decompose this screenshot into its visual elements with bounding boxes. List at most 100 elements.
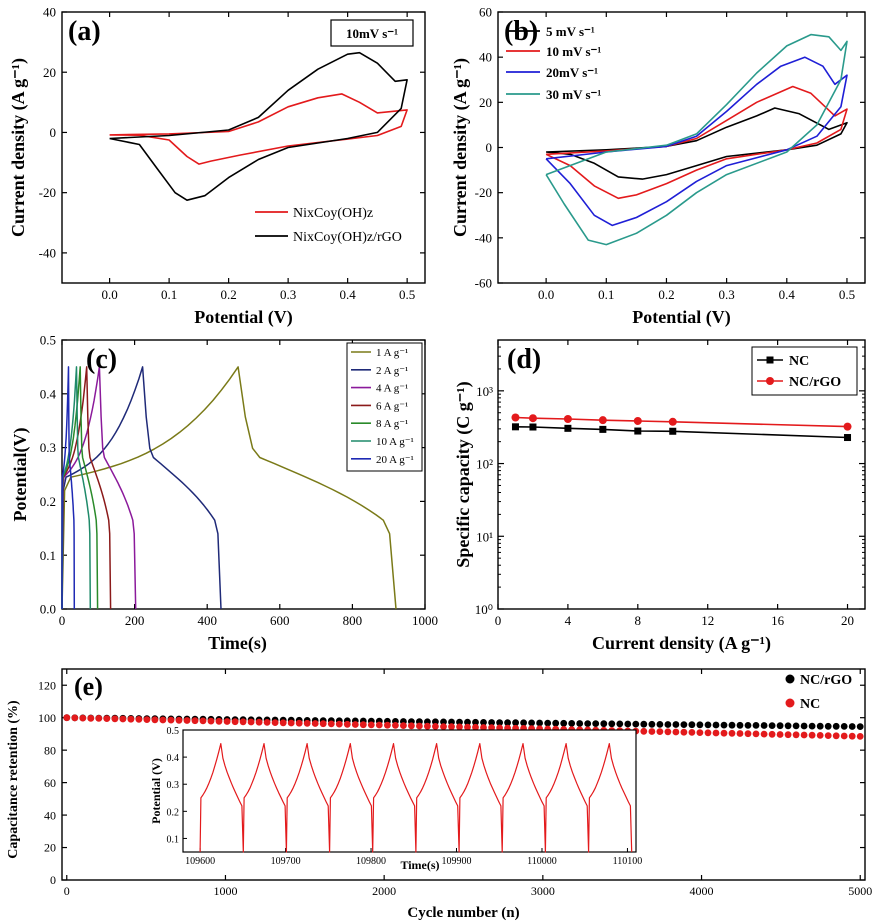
- retention-point: [848, 732, 856, 740]
- inset-x-tick-label: 109600: [185, 856, 215, 867]
- retention-point: [672, 721, 680, 728]
- retention-point: [664, 728, 672, 736]
- legend-marker: [785, 674, 795, 684]
- retention-point: [488, 724, 495, 732]
- panel-a: 0.0 0.1 0.2 0.3 0.4 0.5 -40 -20 0 20 40 (a) 10mV s⁻¹…: [8, 5, 426, 328]
- retention-point: [400, 722, 407, 729]
- capacity-point-circle: [843, 422, 852, 431]
- y-tick-label: 120: [38, 678, 56, 692]
- retention-point: [720, 729, 728, 737]
- x-tick-label: 0: [64, 884, 70, 898]
- plot-frame: [61, 11, 426, 284]
- retention-point: [343, 720, 351, 728]
- retention-point: [167, 716, 175, 724]
- gcd-curve: [61, 366, 397, 610]
- panel-c: 0 200 400 600 800 1000 0.0 0.1 0.2 0.3 0.4 0.5 (c) 1 …: [10, 333, 438, 654]
- y-tick-label: 10³: [476, 384, 493, 399]
- legend-label: NC: [800, 697, 820, 712]
- capacity-point-square: [511, 423, 519, 431]
- inset-x-tick-label: 109800: [356, 856, 386, 867]
- retention-point: [712, 721, 720, 729]
- y-tick-label: -40: [475, 230, 492, 245]
- retention-point: [816, 722, 824, 730]
- retention-point: [472, 718, 479, 726]
- panel-label: (c): [86, 344, 117, 375]
- legend-label: 30 mV s⁻¹: [546, 87, 601, 102]
- retention-point: [359, 721, 367, 729]
- y-tick-label: 10⁰: [475, 602, 493, 617]
- inset-y-tick-label: 0.1: [167, 834, 180, 845]
- inset-y-tick-label: 0.4: [167, 753, 180, 764]
- legend-label: NixCoy(OH)z: [293, 206, 373, 221]
- retention-point: [536, 719, 543, 727]
- capacity-point-square: [599, 425, 607, 433]
- retention-point: [143, 716, 151, 723]
- inset-x-tick-label: 110000: [527, 856, 557, 867]
- capacity-point-square: [529, 423, 537, 431]
- retention-point: [776, 722, 784, 730]
- y-tick-label: 40: [43, 5, 56, 20]
- retention-point: [71, 714, 79, 722]
- retention-point: [712, 729, 720, 737]
- x-tick-label: 0.0: [101, 287, 117, 302]
- retention-point: [832, 722, 840, 730]
- gcd-curve: [61, 366, 99, 610]
- legend-label: NixCoy(OH)z/rGO: [293, 230, 402, 245]
- retention-point: [287, 719, 295, 727]
- inset-background: [183, 730, 636, 852]
- retention-point: [792, 731, 800, 739]
- retention-point: [335, 720, 343, 728]
- retention-point: [856, 733, 864, 740]
- retention-point: [728, 721, 736, 729]
- retention-point: [448, 723, 455, 731]
- retention-point: [440, 723, 447, 730]
- x-tick-label: 0.0: [538, 287, 554, 302]
- retention-point: [528, 719, 535, 727]
- retention-point: [640, 720, 648, 728]
- inset-y-tick-label: 0.5: [167, 726, 180, 737]
- x-tick-label: 800: [343, 613, 363, 628]
- y-tick-label: 0.3: [40, 440, 56, 455]
- y-tick-label: 0: [50, 125, 57, 140]
- x-tick-label: 1000: [213, 884, 237, 898]
- legend-marker: [766, 356, 774, 364]
- inset-gcd: 109600 109700 109800 109900 110000 110100 0.1 0…: [149, 726, 642, 872]
- y-tick-label: 40: [44, 808, 56, 822]
- retention-point: [648, 720, 656, 728]
- retention-point: [247, 718, 255, 726]
- retention-point: [808, 731, 816, 739]
- y-tick-label: 0: [50, 873, 56, 887]
- x-axis-label: Potential (V): [194, 307, 292, 328]
- legend-label: 10 A g⁻¹: [376, 436, 414, 448]
- cv-curve-b: [545, 56, 848, 227]
- y-axis-label: Current density (A g⁻¹): [450, 58, 471, 237]
- retention-point: [552, 719, 560, 727]
- retention-point: [840, 732, 848, 740]
- panel-e: 0 1000 2000 3000 4000 5000 0 20 40 60 80 100 120 (e) N…: [6, 668, 872, 921]
- legend-label: NC/rGO: [800, 673, 852, 688]
- capacity-point-square: [669, 427, 677, 435]
- y-tick-label: 80: [44, 743, 56, 757]
- y-tick-label: -40: [39, 245, 56, 260]
- retention-point: [392, 722, 399, 729]
- y-tick-label: 20: [43, 65, 56, 80]
- retention-point: [688, 729, 696, 736]
- x-tick-label: 4000: [690, 884, 714, 898]
- retention-point: [728, 729, 736, 737]
- y-tick-label: 0.2: [40, 494, 56, 509]
- retention-point: [832, 732, 840, 740]
- legend-label: 5 mV s⁻¹: [546, 24, 595, 39]
- y-axis-label: Capacitance retention (%): [6, 700, 21, 859]
- y-tick-label: 0.4: [40, 386, 57, 401]
- legend-marker: [766, 377, 774, 385]
- cv-curve-b: [545, 85, 848, 200]
- legend-label: 4 A g⁻¹: [376, 383, 408, 395]
- retention-point: [592, 720, 600, 727]
- retention-point: [768, 722, 776, 729]
- cv-curve-nixcoyohz: [109, 93, 408, 165]
- retention-point: [95, 715, 103, 722]
- x-tick-label: 0.4: [340, 287, 357, 302]
- retention-point: [327, 720, 335, 728]
